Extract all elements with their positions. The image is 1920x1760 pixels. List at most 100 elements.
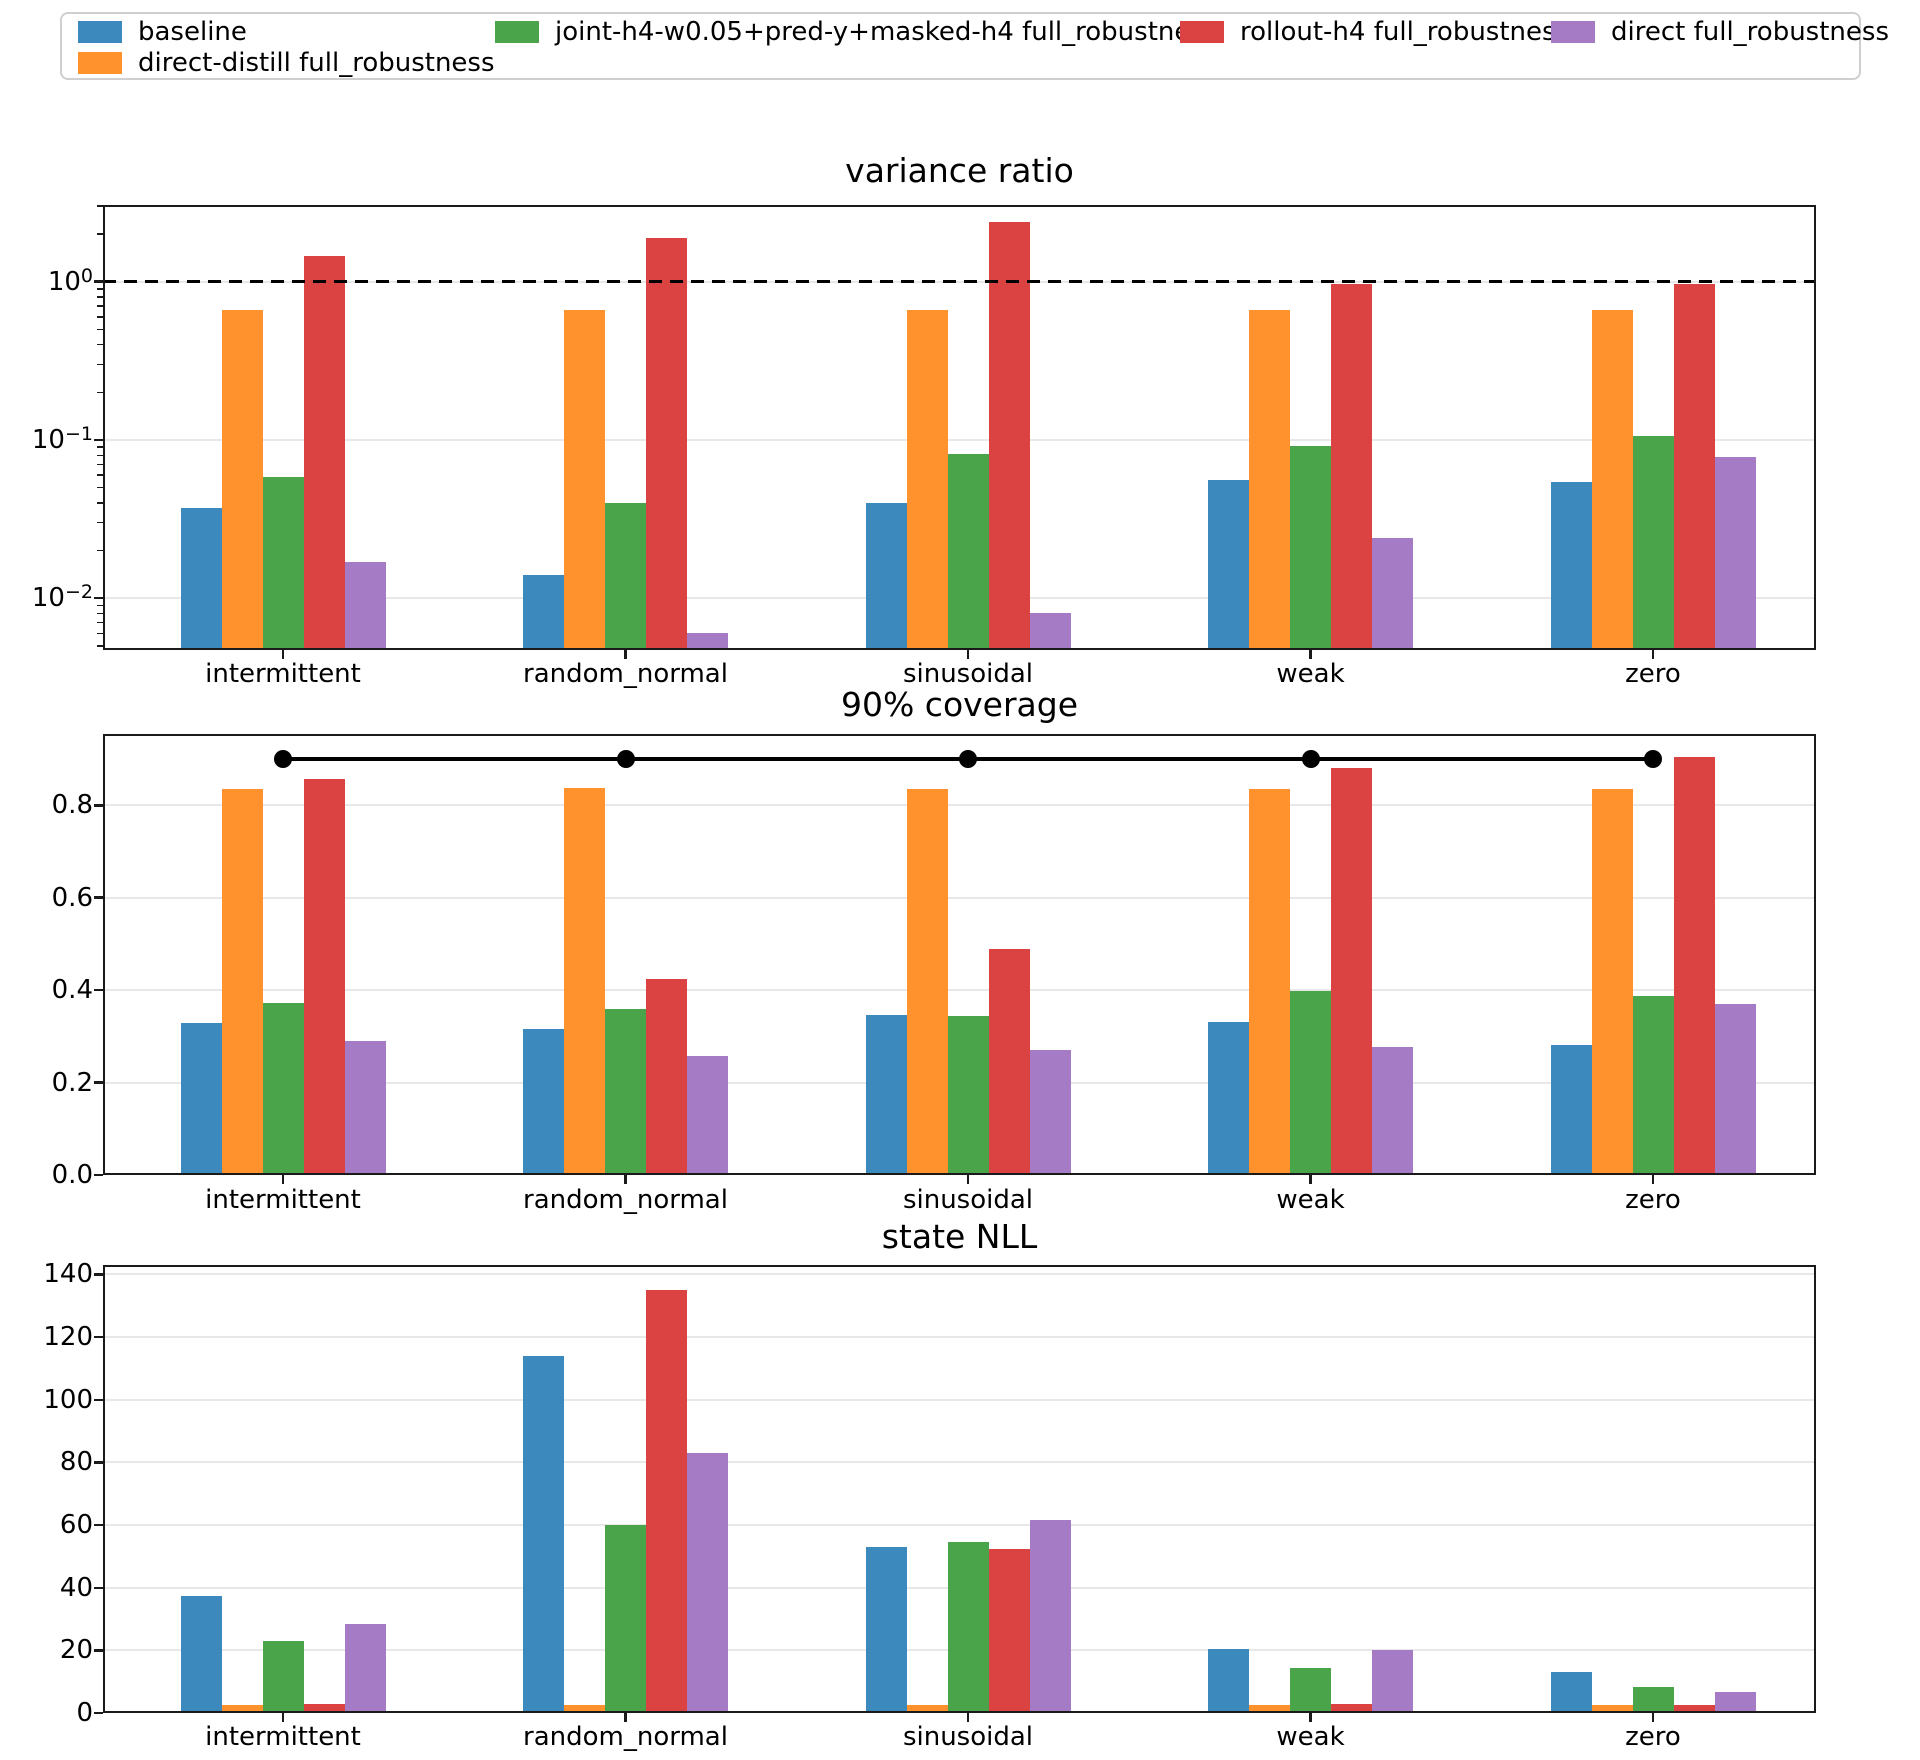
bar <box>1591 1705 1633 1713</box>
bar <box>646 1290 687 1713</box>
bar <box>1591 310 1633 650</box>
x-tick-mark <box>1309 650 1312 659</box>
bar <box>906 788 948 1175</box>
bar <box>1208 1021 1249 1175</box>
x-tick-label: intermittent <box>205 1722 361 1752</box>
bar <box>523 575 564 650</box>
bar <box>1632 1687 1674 1713</box>
y-tick-label: 0.8 <box>51 790 93 821</box>
bar <box>180 508 222 650</box>
y-minor-tick-mark <box>97 621 103 624</box>
legend-color-swatch-icon <box>78 21 122 43</box>
y-tick-mark <box>94 280 103 283</box>
bar <box>1331 283 1372 650</box>
gridline <box>103 896 1816 899</box>
bar <box>564 309 605 650</box>
y-tick-label: 0 <box>76 1698 93 1728</box>
y-tick-label: 10−2 <box>31 581 93 614</box>
y-tick-label: 0.0 <box>51 1160 93 1190</box>
y-tick-mark <box>94 1398 103 1401</box>
y-minor-tick-mark <box>97 454 103 456</box>
bar <box>687 1056 728 1175</box>
legend-item: direct-distill full_robustness <box>78 48 495 78</box>
bar <box>646 237 687 650</box>
target-marker-dot <box>274 750 292 768</box>
bar <box>1714 1691 1756 1713</box>
legend-item: rollout-h4 full_robustness <box>1180 17 1569 47</box>
y-tick-label: 40 <box>59 1572 93 1603</box>
y-tick-mark <box>94 1335 103 1339</box>
y-tick-mark <box>94 1081 103 1084</box>
chart-title: state NLL <box>881 1217 1038 1256</box>
bar <box>262 1640 304 1713</box>
target-marker-dot <box>959 750 977 768</box>
bar <box>303 256 345 650</box>
y-minor-tick-mark <box>97 305 103 307</box>
y-tick-label: 0.4 <box>51 975 93 1006</box>
bar <box>1029 613 1071 650</box>
bar <box>523 1028 564 1175</box>
bar <box>1029 1050 1071 1175</box>
x-tick-mark <box>1651 650 1655 659</box>
y-tick-mark <box>94 1273 103 1276</box>
y-minor-tick-mark <box>97 463 103 466</box>
x-tick-mark <box>1309 1175 1312 1184</box>
y-tick-mark <box>94 1173 103 1177</box>
plot-area <box>103 734 1816 1175</box>
bar <box>523 1355 564 1713</box>
y-tick-label: 10−1 <box>31 422 93 455</box>
y-tick-mark <box>94 988 103 992</box>
y-minor-tick-mark <box>97 233 103 235</box>
y-tick-mark <box>94 1649 103 1652</box>
gridline <box>103 1336 1816 1339</box>
y-minor-tick-mark <box>97 446 103 448</box>
gridline <box>103 989 1816 992</box>
y-tick-mark <box>94 896 103 899</box>
bar <box>1372 1046 1413 1175</box>
bar <box>1290 1667 1331 1713</box>
x-tick-label: random_normal <box>523 1185 728 1215</box>
bar <box>1208 479 1249 650</box>
y-minor-tick-mark <box>97 296 103 298</box>
bar <box>1591 788 1633 1175</box>
bar <box>180 1595 222 1713</box>
gridline <box>103 1081 1816 1084</box>
y-minor-tick-mark <box>97 521 103 524</box>
dashed-reference-line <box>103 280 1816 284</box>
legend-item-label: direct full_robustness <box>1611 17 1889 47</box>
bar <box>564 1705 605 1713</box>
bar <box>1673 283 1715 650</box>
gridline <box>103 1398 1816 1401</box>
x-tick-mark <box>281 1175 285 1184</box>
target-marker-dot <box>1301 750 1320 768</box>
bar <box>564 787 605 1175</box>
legend-item: baseline <box>78 17 495 47</box>
gridline <box>103 1461 1816 1464</box>
y-tick-mark <box>94 1586 103 1589</box>
bar <box>687 1453 728 1713</box>
y-tick-mark <box>94 438 103 442</box>
y-tick-mark <box>94 1523 103 1527</box>
y-tick-label: 60 <box>59 1510 93 1540</box>
y-minor-tick-mark <box>97 205 103 207</box>
x-tick-mark <box>1651 1713 1655 1722</box>
legend-item-label: baseline <box>138 17 247 47</box>
y-tick-label: 0.2 <box>51 1067 93 1098</box>
y-minor-tick-mark <box>97 316 103 318</box>
bar <box>344 1040 386 1175</box>
y-tick-label: 100 <box>47 264 93 297</box>
bar <box>1331 1704 1372 1713</box>
legend-color-swatch-icon <box>78 52 122 74</box>
bar <box>344 561 386 650</box>
chart-title: variance ratio <box>845 151 1074 190</box>
bar <box>988 221 1030 650</box>
bar <box>1331 767 1372 1175</box>
legend-item: direct full_robustness <box>1551 17 1889 47</box>
x-tick-label: sinusoidal <box>902 1722 1034 1752</box>
bar <box>865 1547 907 1713</box>
legend-item: joint-h4-w0.05+pred-y+masked-h4 full_rob… <box>495 17 1217 47</box>
bar <box>687 633 728 650</box>
bar <box>303 779 345 1175</box>
